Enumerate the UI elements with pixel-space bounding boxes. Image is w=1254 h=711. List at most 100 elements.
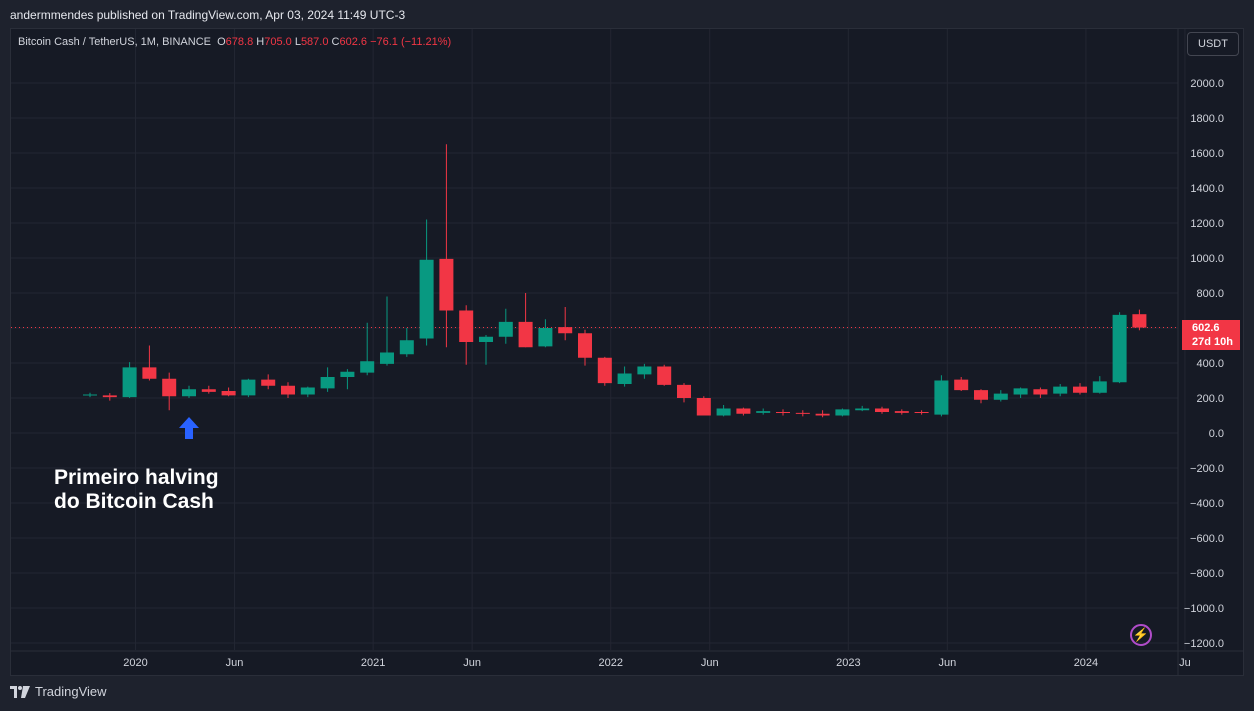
candle[interactable] <box>776 409 790 416</box>
candle[interactable] <box>558 307 573 341</box>
candle[interactable] <box>142 345 157 381</box>
candle[interactable] <box>974 389 988 404</box>
candle-body <box>102 395 117 398</box>
candle[interactable] <box>439 144 454 348</box>
low-value: 587.0 <box>300 36 329 48</box>
close-value: 602.6 <box>339 36 368 48</box>
candle[interactable] <box>360 322 375 376</box>
candle[interactable] <box>696 396 711 416</box>
candle[interactable] <box>1132 309 1147 331</box>
candle-body <box>380 352 394 364</box>
candle-body <box>795 412 810 414</box>
candle-body <box>637 366 652 375</box>
candle-body <box>201 389 216 392</box>
candle[interactable] <box>419 219 434 346</box>
candle[interactable] <box>815 410 830 418</box>
candle-body <box>776 412 790 413</box>
candle[interactable] <box>578 329 592 366</box>
candle[interactable] <box>380 296 394 366</box>
candle[interactable] <box>182 385 196 398</box>
candle[interactable] <box>1053 384 1068 397</box>
candle[interactable] <box>261 374 276 390</box>
candle[interactable] <box>281 382 295 398</box>
candle-body <box>578 333 592 358</box>
candle-body <box>736 408 751 414</box>
symbol-label[interactable]: Bitcoin Cash / TetherUS, 1M, BINANCE <box>18 36 211 48</box>
candle[interactable] <box>300 386 315 398</box>
candle[interactable] <box>954 377 969 391</box>
time-tick-label: Jun <box>226 657 244 669</box>
time-tick-label: Jun <box>701 657 719 669</box>
candle[interactable] <box>677 383 691 403</box>
candle[interactable] <box>875 406 889 414</box>
low-label: L <box>294 36 301 48</box>
candle[interactable] <box>122 362 137 398</box>
candle[interactable] <box>83 392 97 398</box>
candle[interactable] <box>241 378 256 398</box>
time-tick-label: 2022 <box>598 657 622 669</box>
price-tick-label: 800.0 <box>1196 288 1224 300</box>
candle[interactable] <box>617 366 632 387</box>
high-label: H <box>256 36 265 48</box>
candle-body <box>716 408 731 416</box>
candle[interactable] <box>498 308 513 344</box>
candle[interactable] <box>1033 387 1048 399</box>
candle[interactable] <box>1112 312 1127 384</box>
lightning-bolt-icon[interactable]: ⚡ <box>1130 624 1152 646</box>
price-tick-label: 2000.0 <box>1190 78 1224 90</box>
time-tick-label: 2020 <box>123 657 147 669</box>
candle-body <box>974 390 988 400</box>
candle[interactable] <box>479 335 493 365</box>
candle[interactable] <box>795 410 810 417</box>
candle[interactable] <box>221 387 236 397</box>
chart-frame[interactable] <box>10 28 1244 676</box>
candle[interactable] <box>102 393 117 401</box>
candle[interactable] <box>597 356 612 386</box>
candle[interactable] <box>894 409 909 415</box>
candle-body <box>1073 386 1087 393</box>
candle[interactable] <box>835 408 850 417</box>
candle[interactable] <box>1092 376 1107 394</box>
candle[interactable] <box>657 364 672 386</box>
time-axis: 2020 Jun 2021 Jun 2022 Jun 2023 Jun 2024 Ju <box>123 657 1190 669</box>
candle[interactable] <box>736 407 751 416</box>
time-tick-label: Jun <box>938 657 956 669</box>
high-value: 705.0 <box>264 36 292 48</box>
candle-body <box>1053 386 1068 394</box>
open-label: O <box>217 36 226 48</box>
candle-body <box>83 394 97 396</box>
candle[interactable] <box>459 305 474 365</box>
price-tick-label: 1000.0 <box>1190 253 1224 265</box>
candle[interactable] <box>340 369 355 390</box>
candle[interactable] <box>1073 383 1087 395</box>
candle[interactable] <box>716 405 731 417</box>
candle-body <box>182 389 196 397</box>
candle[interactable] <box>993 390 1008 402</box>
candle-body <box>597 357 612 384</box>
candle-body <box>518 321 533 348</box>
footer-brand[interactable]: TradingView <box>35 684 107 699</box>
candle-body <box>677 384 691 398</box>
grid-lines <box>11 29 1244 676</box>
candle-body <box>1033 389 1048 395</box>
candle[interactable] <box>756 408 771 415</box>
candle[interactable] <box>518 293 533 348</box>
change-value: −76.1 (−11.21%) <box>370 36 452 48</box>
candle-body <box>459 310 474 342</box>
time-tick-label: Ju <box>1179 657 1191 669</box>
candle[interactable] <box>934 375 949 417</box>
candle[interactable] <box>399 328 414 357</box>
candle[interactable] <box>538 319 553 348</box>
candle[interactable] <box>201 385 216 394</box>
currency-button[interactable]: USDT <box>1187 32 1239 56</box>
candle[interactable] <box>320 367 335 392</box>
candle[interactable] <box>637 363 652 379</box>
candle[interactable] <box>1013 387 1028 399</box>
candle[interactable] <box>914 410 929 415</box>
candle-body <box>241 379 256 396</box>
price-tick-label: 1200.0 <box>1190 218 1224 230</box>
price-axis: 2000.0 1800.0 1600.0 1400.0 1200.0 1000.0 800.… <box>1184 78 1224 650</box>
candle[interactable] <box>162 372 177 411</box>
candle[interactable] <box>855 405 870 412</box>
